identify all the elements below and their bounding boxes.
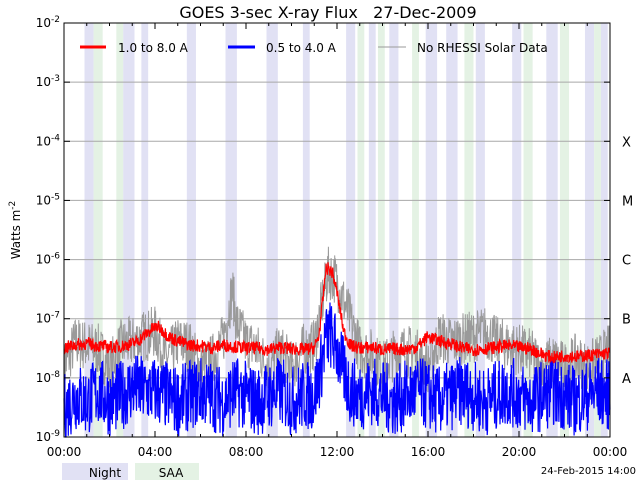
y-tick-base: 10 (36, 16, 51, 30)
night-legend-label: Night (89, 466, 122, 480)
night-band (368, 23, 376, 437)
saa-band (559, 23, 570, 437)
flare-class-label: C (622, 254, 631, 269)
y-tick-base: 10 (36, 253, 51, 267)
night-band (425, 23, 438, 437)
night-band (266, 23, 278, 437)
night-saa-bands (84, 23, 608, 437)
timestamp: 24-Feb-2015 14:00 (541, 466, 636, 477)
saa-legend-label: SAA (159, 466, 184, 480)
y-tick-base: 10 (36, 430, 51, 444)
flare-class-label: A (622, 372, 631, 387)
chart-title: GOES 3-sec X-ray Flux 27-Dec-2009 (179, 3, 476, 22)
y-tick-exponent: -5 (51, 192, 60, 202)
y-tick-label: 10-9 (36, 429, 61, 444)
night-legend-swatch (62, 463, 128, 480)
saa-band (464, 23, 474, 437)
y-tick-label: 10-7 (36, 311, 60, 326)
y-tick-base: 10 (36, 134, 51, 148)
y-tick-base: 10 (36, 193, 51, 207)
saa-band (523, 23, 533, 437)
night-band (512, 23, 522, 437)
y-tick-label: 10-3 (36, 74, 60, 89)
x-tick-label: 04:00 (138, 445, 173, 459)
legend-label-blue: 0.5 to 4.0 A (266, 41, 337, 55)
y-tick-exponent: -4 (51, 133, 60, 143)
legend-label-gray: No RHESSI Solar Data (417, 41, 548, 55)
x-tick-label: 00:00 (593, 445, 628, 459)
series-line-short (63, 302, 611, 438)
legend-label-red: 1.0 to 8.0 A (118, 41, 189, 55)
night-band (600, 23, 608, 437)
y-axis-label: Watts m-2 (8, 201, 23, 260)
series-line-long (63, 262, 611, 364)
y-tick-base: 10 (36, 371, 51, 385)
saa-band (93, 23, 103, 437)
y-tick-exponent: -3 (51, 74, 60, 84)
night-band (84, 23, 94, 437)
night-band (123, 23, 135, 437)
x-tick-label: 00:00 (47, 445, 82, 459)
night-band (141, 23, 149, 437)
y-tick-label: 10-5 (36, 192, 60, 207)
x-axis-ticks: 00:00 04:00 08:00 12:00 16:00 20:00 00:00 (47, 23, 628, 459)
y-tick-label: 10-4 (36, 133, 61, 148)
x-tick-label: 20:00 (502, 445, 537, 459)
y-tick-exponent: -6 (51, 252, 60, 262)
saa-band (116, 23, 124, 437)
y-axis-ticks: 10-910-810-710-610-510-410-310-2 (36, 15, 610, 444)
x-tick-label: 16:00 (411, 445, 446, 459)
flare-class-label: X (622, 135, 631, 150)
y-tick-label: 10-2 (36, 15, 60, 30)
y-tick-label: 10-8 (36, 370, 61, 385)
y-tick-label: 10-6 (36, 252, 61, 267)
y-axis-label-exponent: -2 (8, 201, 18, 210)
night-band (389, 23, 399, 437)
x-tick-label: 12:00 (320, 445, 355, 459)
y-tick-exponent: -8 (51, 370, 60, 380)
saa-band (377, 23, 385, 437)
y-tick-exponent: -9 (51, 429, 60, 439)
saa-legend-swatch (135, 463, 199, 480)
night-band (225, 23, 237, 437)
series-lines (63, 246, 611, 438)
night-band (475, 23, 485, 437)
flare-class-label: M (622, 194, 633, 209)
y-tick-base: 10 (36, 312, 51, 326)
flare-class-labels: A B C M X (622, 135, 633, 387)
night-band (346, 23, 356, 437)
y-tick-exponent: -2 (51, 15, 60, 25)
y-tick-exponent: -7 (51, 311, 60, 321)
night-band (302, 23, 310, 437)
y-axis-label-text: Watts m (9, 210, 23, 260)
saa-band (594, 23, 601, 437)
flare-class-label: B (622, 313, 631, 328)
y-tick-base: 10 (36, 75, 51, 89)
night-band (446, 23, 458, 437)
x-tick-label: 08:00 (229, 445, 264, 459)
legend: 1.0 to 8.0 A 0.5 to 4.0 A No RHESSI Sola… (80, 41, 548, 55)
saa-band (412, 23, 419, 437)
night-band (584, 23, 595, 437)
night-band (186, 23, 196, 437)
night-band (546, 23, 558, 437)
saa-band (357, 23, 365, 437)
